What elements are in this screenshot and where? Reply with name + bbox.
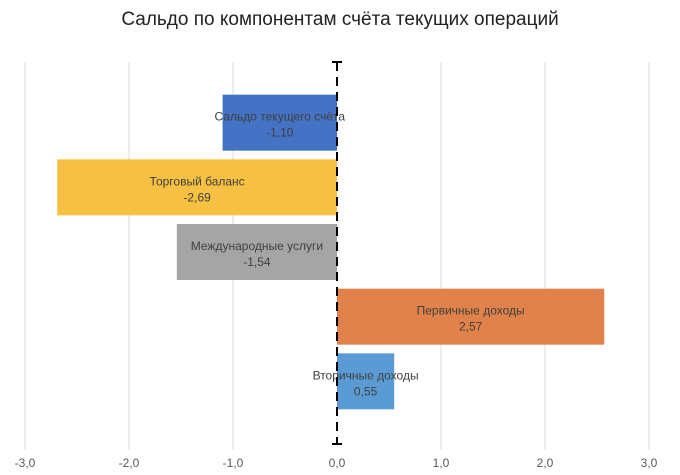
zero-axis — [332, 61, 342, 445]
bar — [176, 224, 337, 280]
bar — [222, 94, 337, 151]
x-tick-label: 3,0 — [641, 456, 658, 470]
bar-category-label: Вторичные доходы — [313, 368, 419, 382]
x-tick-label: 1,0 — [433, 456, 450, 470]
bar-value-label: -2,69 — [183, 190, 211, 204]
bar-category-label: Сальдо текущего счёта — [215, 110, 346, 124]
bar-value-label: -1,54 — [243, 255, 271, 269]
bar-value-label: 0,55 — [354, 384, 378, 398]
bar-value-label: 2,57 — [459, 320, 483, 334]
bar-category-label: Международные услуги — [191, 239, 323, 253]
bar — [337, 353, 395, 410]
x-tick-label: 2,0 — [537, 456, 554, 470]
bar — [57, 159, 338, 216]
bar-category-label: Первичные доходы — [417, 304, 525, 318]
x-tick-label: -1,0 — [223, 456, 244, 470]
bars — [57, 94, 605, 410]
x-tick-label: 0,0 — [329, 456, 346, 470]
bar-category-label: Торговый баланс — [150, 174, 245, 188]
bar-value-label: -1,10 — [266, 126, 294, 140]
bar — [337, 288, 605, 345]
bar-labels: Сальдо текущего счёта -1,10 Торговый балан… — [150, 110, 525, 399]
x-tick-labels: -3,0 -2,0 -1,0 0,0 1,0 2,0 3,0 — [15, 456, 658, 470]
x-tick-label: -3,0 — [15, 456, 36, 470]
chart-title: Сальдо по компонентам счёта текущих опер… — [121, 9, 559, 30]
x-tick-label: -2,0 — [119, 456, 140, 470]
